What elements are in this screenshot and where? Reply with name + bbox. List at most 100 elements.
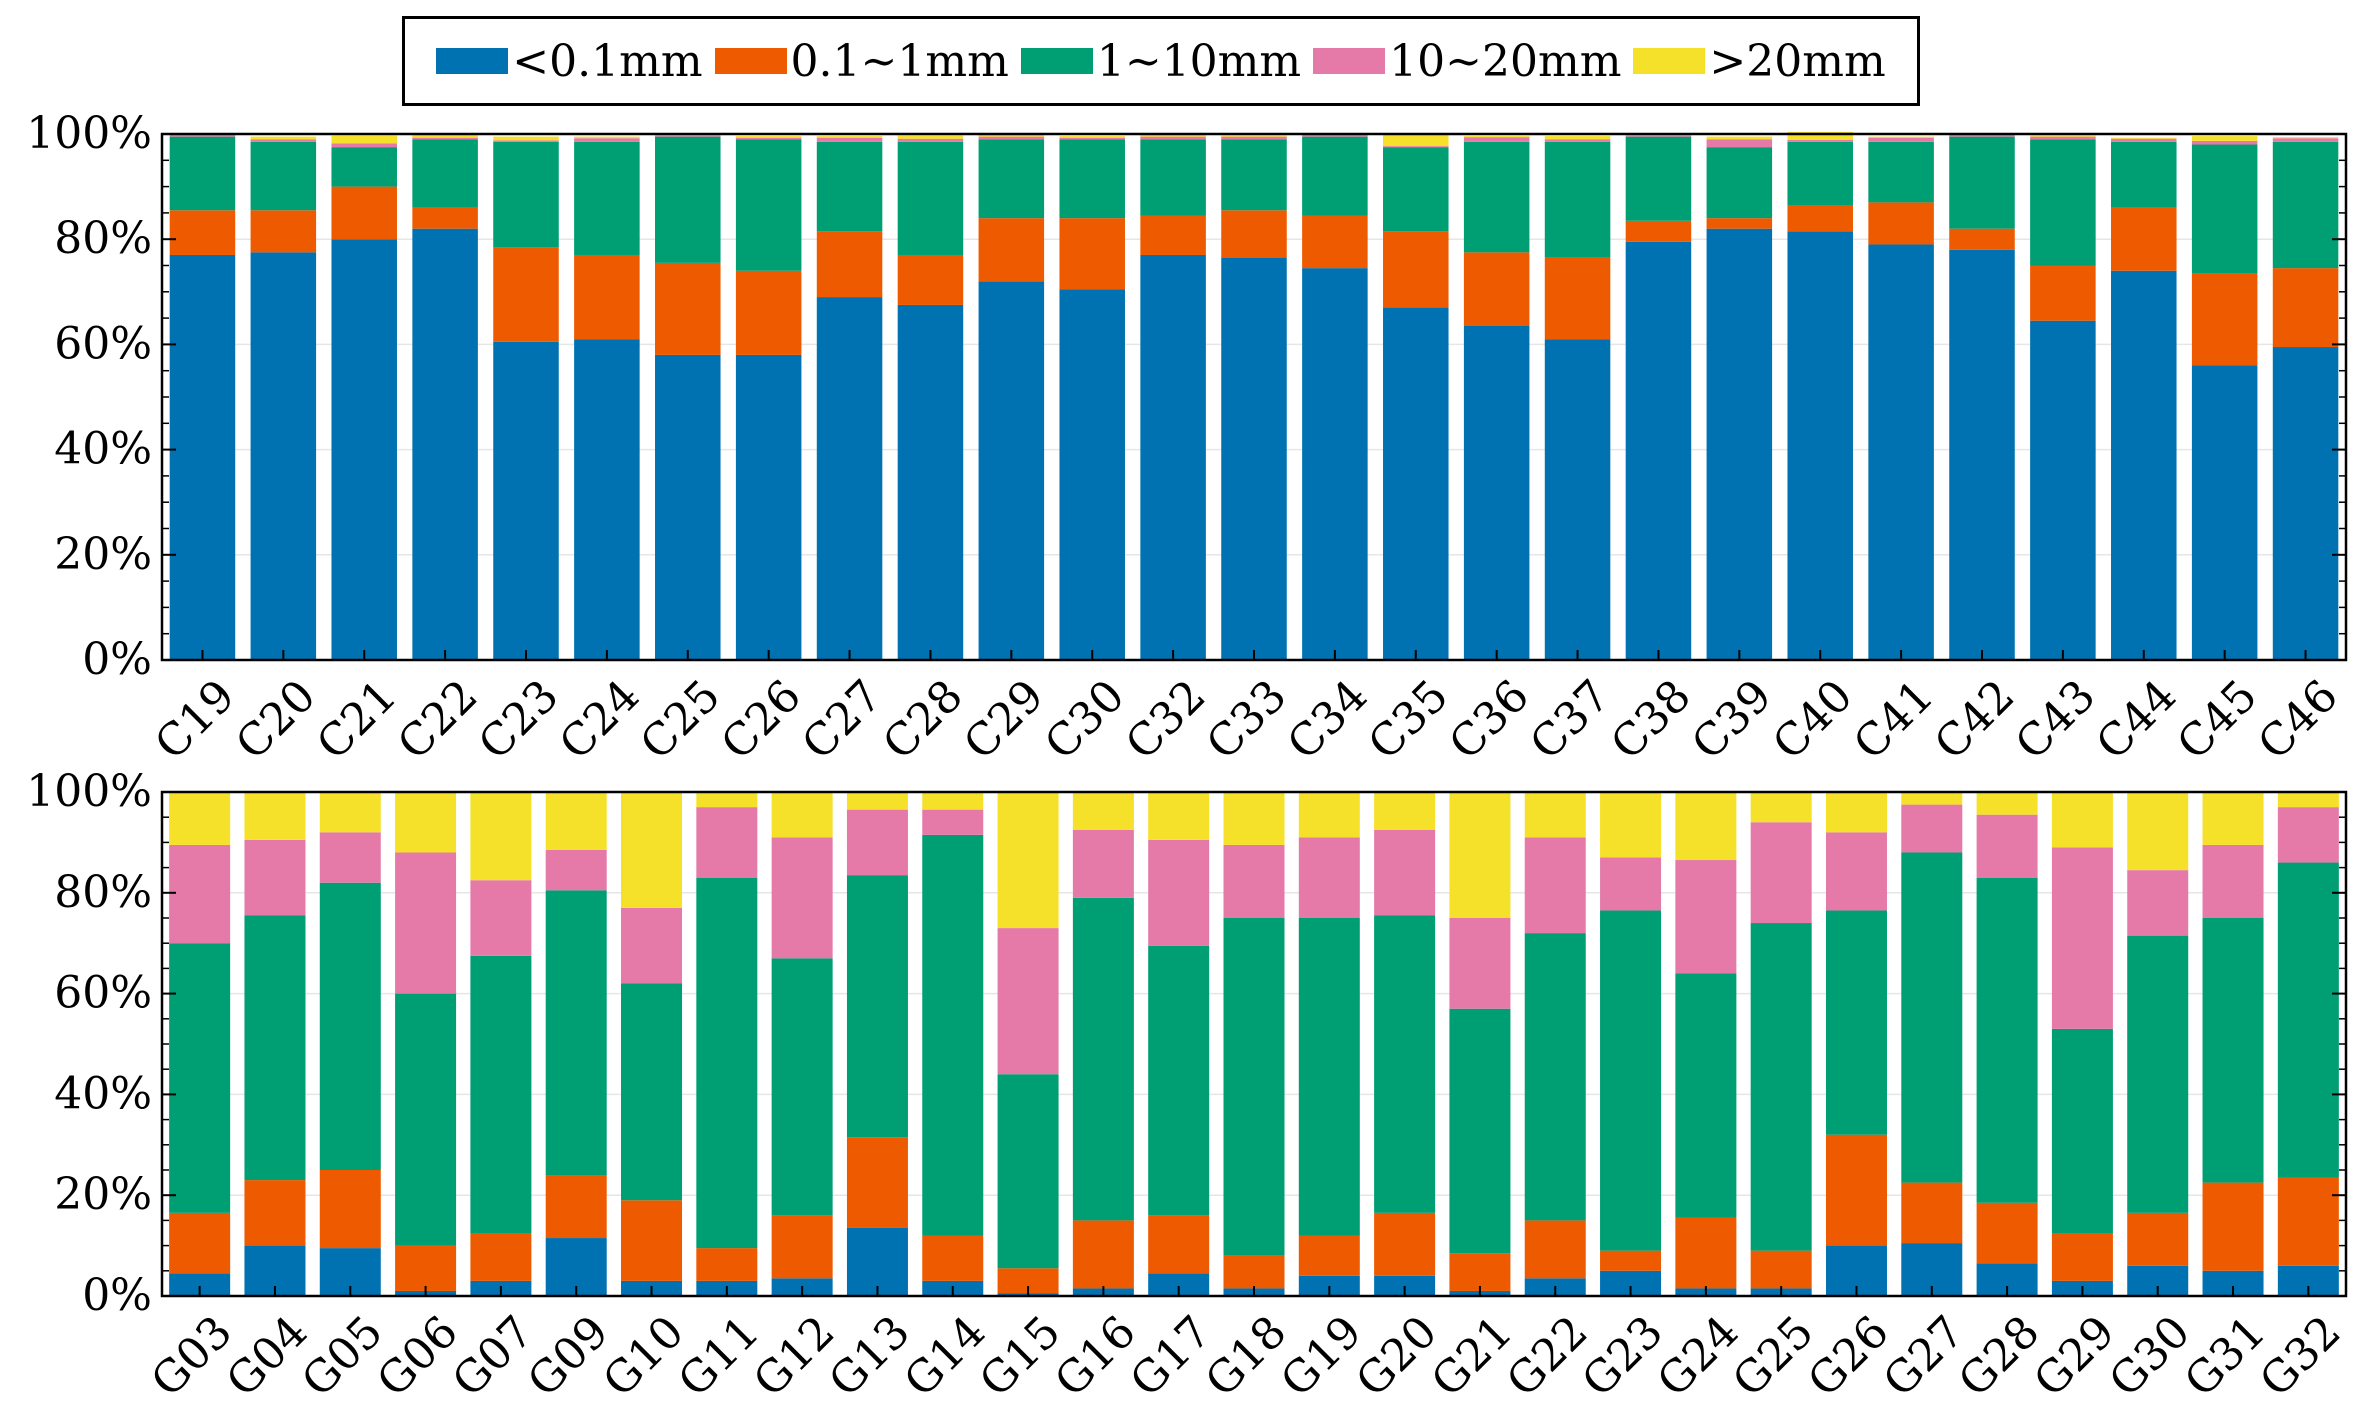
bar-segment (1148, 792, 1210, 840)
bar-segment (816, 137, 883, 142)
bar-segment (1787, 141, 1853, 206)
bar-segment (1949, 249, 2015, 660)
x-tick-label: G14 (895, 1306, 996, 1407)
y-tick-label: 20% (54, 1169, 152, 1220)
bar-segment (1140, 139, 1206, 216)
bar-segment (846, 875, 908, 1138)
bar-segment (1383, 134, 1449, 147)
bar-segment (1148, 1215, 1210, 1274)
x-tick-label: G27 (1874, 1306, 1975, 1407)
legend-label: 10~20mm (1389, 35, 1622, 87)
bar-segment (493, 247, 559, 342)
bar-segment (1302, 136, 1368, 216)
bar-segment (1383, 146, 1449, 148)
bar-segment (2030, 265, 2096, 321)
bar-segment (169, 254, 236, 661)
bar-segment (1148, 839, 1210, 946)
x-tick-label: G09 (518, 1306, 619, 1407)
bar-segment (1383, 231, 1449, 308)
x-tick-label: G19 (1271, 1306, 1372, 1407)
bar-segment (331, 147, 397, 187)
bar-segment (1675, 792, 1737, 861)
bar-segment (1140, 215, 1206, 255)
bar-segment (2111, 137, 2177, 139)
bar-segment (2272, 138, 2339, 142)
bar-segment (1787, 231, 1853, 660)
bar-segment (1625, 135, 1692, 137)
bar-segment (1298, 918, 1360, 1236)
bar-segment (655, 354, 721, 660)
bar-segment (2191, 136, 2258, 141)
bar-segment (1374, 1212, 1436, 1276)
bar-segment (1901, 792, 1963, 805)
bar-segment (1675, 973, 1737, 1218)
y-tick-label: 60% (54, 968, 152, 1019)
bar-segment (846, 1227, 908, 1296)
bar-segment (1374, 915, 1436, 1213)
x-tick-label: G20 (1347, 1306, 1448, 1407)
bar-segment (2030, 320, 2096, 660)
bar-segment (621, 907, 683, 984)
x-tick-label: G10 (593, 1306, 694, 1407)
bar-segment (655, 135, 721, 137)
bar-segment (1901, 804, 1963, 853)
bar-segment (395, 852, 457, 994)
x-tick-label: C27 (793, 670, 892, 769)
y-tick-label: 40% (54, 424, 152, 475)
bar-segment (1544, 136, 1611, 140)
bar-segment (493, 341, 559, 660)
bar-segment (1524, 837, 1586, 934)
bar-segment (1750, 1250, 1812, 1289)
bar-segment (1148, 1273, 1210, 1296)
bar-segment (2272, 137, 2339, 139)
x-tick-label: G26 (1798, 1306, 1899, 1407)
bar-segment (1750, 822, 1812, 924)
bar-segment (574, 339, 640, 660)
bar-segment (735, 354, 802, 660)
bar-segment (897, 135, 964, 139)
bar-segment (1949, 136, 2015, 229)
bar-segment (1544, 141, 1611, 258)
bar-segment (2111, 141, 2177, 208)
bar-segment (2127, 935, 2189, 1213)
bar-segment (1706, 228, 1773, 660)
bar-segment (1072, 829, 1134, 898)
bar-segment (1059, 218, 1125, 290)
bar-segment (922, 1235, 984, 1281)
x-tick-label: C22 (388, 670, 487, 769)
bar-segment (244, 792, 306, 840)
bar-segment (846, 792, 908, 810)
bar-segment (1298, 1235, 1360, 1276)
bar-segment (1706, 136, 1773, 140)
x-tick-label: C24 (550, 670, 649, 769)
bar-segment (2127, 870, 2189, 936)
x-tick-label: G06 (367, 1306, 468, 1407)
y-tick-label: 80% (54, 213, 152, 264)
bar-segment (250, 210, 317, 253)
chart-panel-2: G03G04G05G06G07G09G10G11G12G13G14G15G16G… (26, 766, 2351, 1407)
bar-segment (655, 136, 721, 263)
x-tick-label: C43 (2006, 670, 2105, 769)
y-tick-label: 60% (54, 318, 152, 369)
y-tick-label: 100% (26, 108, 152, 159)
bar-segment (244, 915, 306, 1181)
legend-item: <0.1mm (436, 36, 703, 87)
bar-segment (978, 134, 1045, 137)
legend-label: 1~10mm (1096, 35, 1302, 87)
bar-segment (169, 792, 231, 845)
y-tick-label: 100% (26, 766, 152, 817)
bar-segment (2272, 347, 2339, 660)
bar-segment (897, 138, 964, 142)
x-tick-label: G16 (1045, 1306, 1146, 1407)
bar-segment (2051, 1028, 2113, 1233)
bar-segment (621, 792, 683, 908)
bar-segment (922, 834, 984, 1236)
bar-segment (771, 958, 833, 1216)
bar-segment (250, 139, 317, 142)
x-tick-label: G11 (669, 1306, 770, 1407)
bar-segment (1302, 215, 1368, 269)
bar-segment (1302, 135, 1368, 137)
bar-segment (1059, 289, 1125, 660)
bar-segment (545, 792, 607, 850)
